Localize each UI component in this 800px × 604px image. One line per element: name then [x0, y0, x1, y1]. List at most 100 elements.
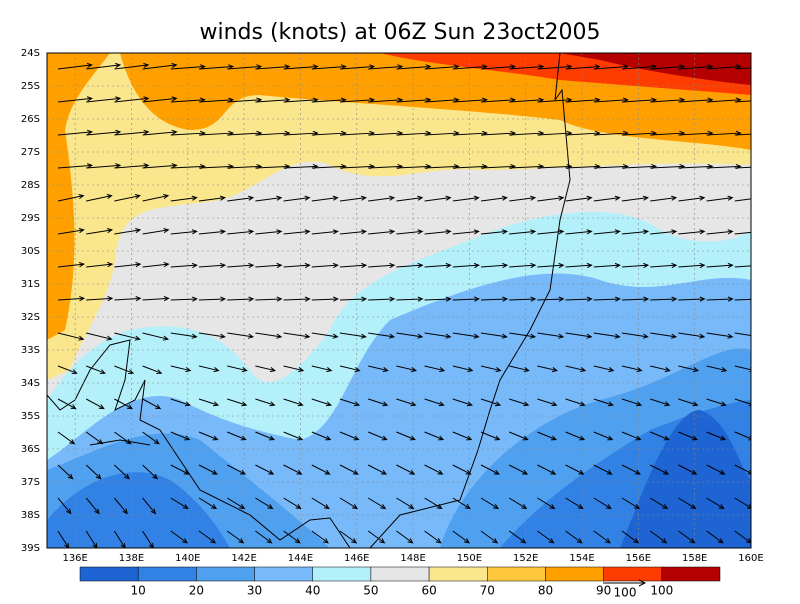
wind-arrow	[114, 296, 142, 302]
colorbar: 10 20 30 40 50 60 70 80 90 100	[79, 566, 721, 598]
wind-arrow	[57, 62, 93, 70]
wind-arrow	[339, 398, 361, 407]
wind-arrow	[509, 64, 545, 70]
wind-arrow	[537, 464, 557, 475]
wind-arrow	[424, 431, 445, 441]
wind-arrow	[537, 365, 559, 373]
colorbar-label: 60	[421, 584, 436, 598]
wind-arrow	[368, 365, 389, 373]
wind-arrow	[565, 464, 585, 475]
wind-arrow	[565, 431, 586, 441]
wind-arrow	[86, 96, 122, 103]
wind-arrow	[311, 262, 339, 269]
wind-arrow	[86, 332, 113, 341]
wind-arrow	[537, 64, 573, 70]
colorbar-swatch	[428, 566, 488, 582]
wind-arrow	[621, 398, 643, 407]
wind-arrow	[198, 296, 227, 302]
wind-arrow	[593, 497, 612, 510]
wind-arrow	[86, 365, 106, 375]
wind-arrow	[114, 227, 142, 235]
wind-arrow	[227, 431, 247, 441]
wind-arrow	[650, 332, 678, 339]
wind-arrow	[255, 64, 291, 70]
wind-arrow	[593, 365, 615, 373]
wind-arrow	[537, 262, 565, 269]
wind-arrow	[452, 431, 473, 441]
wind-arrow	[311, 464, 331, 475]
wind-arrow	[452, 365, 474, 373]
wind-arrow	[678, 195, 706, 202]
colorbar-label: 30	[247, 584, 262, 598]
wind-arrow	[368, 431, 388, 441]
colorbar-swatch	[312, 566, 372, 582]
wind-arrow	[339, 195, 367, 202]
wind-field	[47, 53, 751, 548]
wind-arrow	[734, 497, 751, 509]
wind-arrow	[537, 229, 565, 235]
wind-arrow	[593, 262, 621, 269]
wind-arrow	[311, 398, 332, 407]
wind-arrow	[424, 398, 445, 407]
wind-arrow	[424, 229, 452, 235]
wind-arrow	[339, 530, 358, 544]
wind-arrow	[706, 64, 742, 70]
wind-arrow	[57, 193, 85, 202]
wind-arrow	[678, 398, 699, 407]
wind-arrow	[255, 398, 276, 407]
wind-arrow	[480, 431, 501, 441]
wind-arrow	[114, 62, 150, 70]
wind-arrow	[311, 431, 332, 441]
wind-arrow	[142, 96, 178, 103]
wind-arrow	[114, 262, 142, 268]
y-tick-label: 37S	[21, 477, 40, 488]
wind-arrow	[339, 497, 359, 510]
colorbar-swatch	[603, 566, 663, 582]
wind-arrow	[114, 497, 128, 515]
wind-arrow	[283, 64, 319, 70]
wind-arrow	[509, 229, 537, 235]
wind-arrow	[368, 332, 396, 339]
wind-arrow	[678, 64, 714, 70]
wind-arrow	[283, 530, 301, 544]
wind-arrow	[593, 332, 621, 339]
wind-arrow	[678, 296, 706, 302]
wind-arrow	[509, 195, 537, 202]
wind-arrow	[198, 431, 219, 441]
wind-arrow	[452, 262, 480, 269]
x-tick-label: 146E	[344, 553, 369, 564]
wind-arrow	[621, 262, 650, 269]
colorbar-swatch	[79, 566, 139, 582]
x-tick-label: 140E	[175, 553, 200, 564]
colorbar-swatch	[487, 566, 546, 582]
wind-arrow	[621, 530, 640, 544]
wind-arrow	[311, 195, 339, 202]
wind-arrow	[227, 195, 255, 202]
wind-arrow	[396, 195, 424, 202]
wind-arrow	[537, 332, 565, 339]
wind-arrow	[509, 262, 537, 269]
wind-arrow	[650, 431, 670, 441]
wind-arrow	[734, 365, 751, 373]
wind-arrow	[706, 365, 728, 373]
wind-arrow	[650, 365, 671, 373]
wind-arrow	[621, 497, 641, 510]
wind-arrow	[424, 332, 452, 339]
wind-arrow	[170, 497, 189, 510]
x-tick-label: 154E	[569, 553, 594, 564]
colorbar-label: 50	[363, 584, 378, 598]
x-tick-label: 158E	[682, 553, 707, 564]
wind-arrow	[142, 129, 178, 136]
wind-arrow	[706, 332, 734, 339]
wind-arrow	[170, 195, 198, 202]
wind-arrow	[678, 431, 698, 441]
wind-arrow	[142, 163, 178, 169]
wind-arrow	[734, 166, 751, 169]
wind-arrow	[142, 398, 162, 410]
wind-arrow	[142, 365, 163, 375]
wind-arrow	[170, 332, 198, 339]
x-tick-label: 142E	[231, 553, 256, 564]
reference-label: 100	[614, 586, 637, 600]
wind-arrow	[255, 365, 277, 373]
wind-arrow	[198, 262, 227, 269]
